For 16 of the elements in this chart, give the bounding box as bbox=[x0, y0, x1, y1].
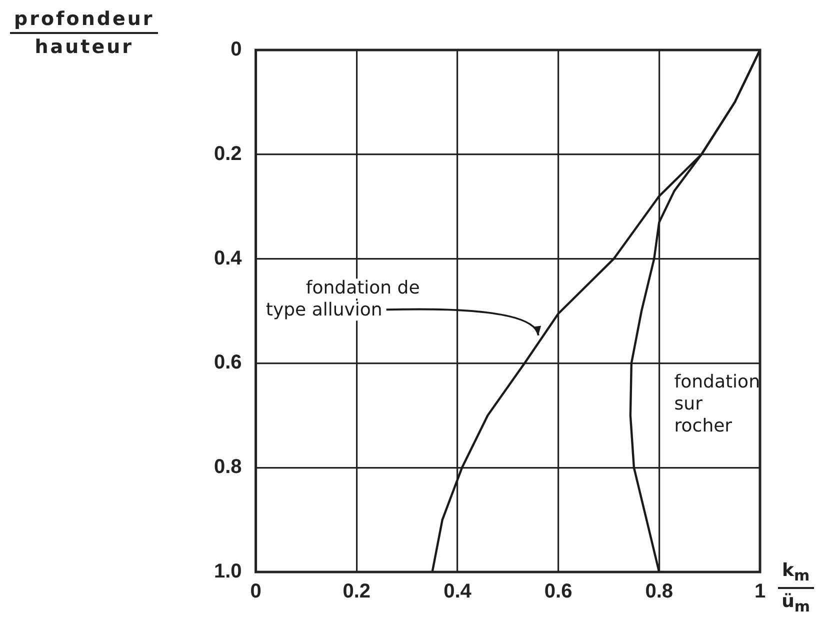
text: fondation sur rocher bbox=[674, 371, 760, 436]
y-tick-label: 0.8 bbox=[214, 456, 242, 478]
x-axis-title: k$_{m}$ ü$_{m}$ bbox=[780, 560, 812, 616]
y-tick-label: 1.0 bbox=[214, 560, 242, 583]
y-tick-label: 0.4 bbox=[214, 247, 243, 270]
text: fondation de type alluvion bbox=[266, 277, 420, 320]
x-tick-label: 1 bbox=[754, 580, 766, 603]
x-tick-label: 0.8 bbox=[645, 580, 674, 603]
y-tick-label: 0.2 bbox=[214, 142, 242, 165]
x-tick-label: 0.4 bbox=[444, 580, 472, 603]
y-tick-label: 0.6 bbox=[214, 352, 242, 374]
x-tick-label: 0 bbox=[250, 580, 262, 603]
x-tick-label: 0.6 bbox=[544, 580, 572, 603]
x-tick-label: 0.2 bbox=[342, 580, 371, 603]
y-axis-title: profondeur hauteur bbox=[13, 8, 156, 58]
y-tick-label: 0 bbox=[230, 38, 242, 61]
